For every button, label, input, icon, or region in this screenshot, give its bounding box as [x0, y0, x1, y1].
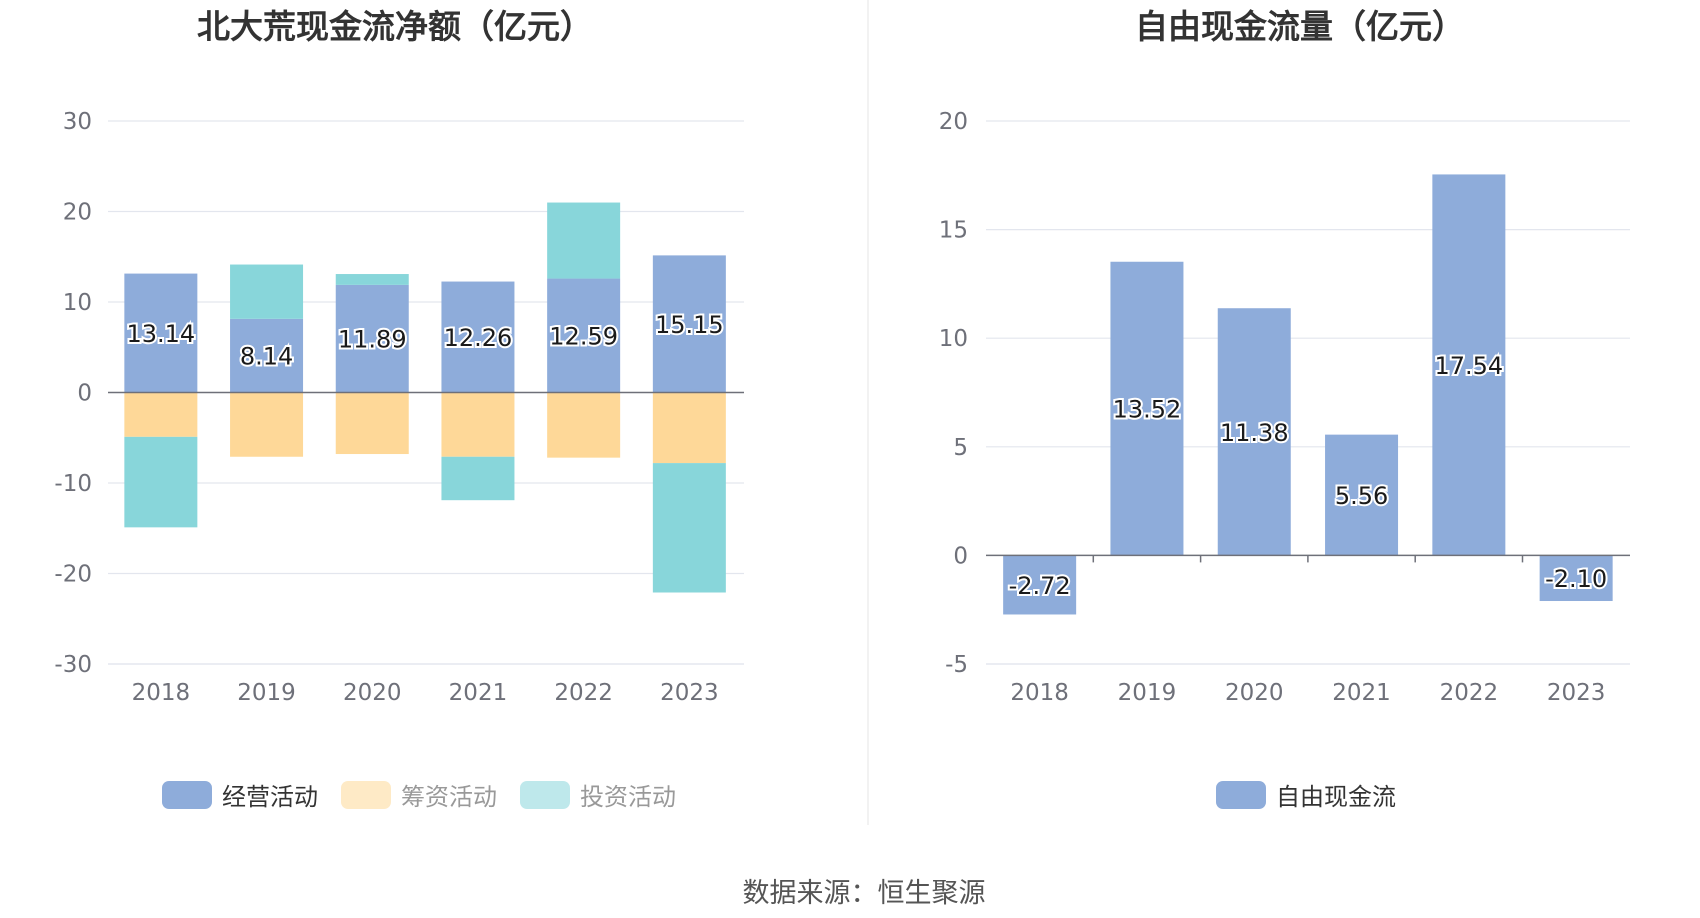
bar-投资活动: [547, 202, 621, 279]
data-label: 13.14: [126, 320, 195, 348]
free-cash-flow-chart: 自由现金流量（亿元） 20 15 10 5 0 -5 -2.72 13.52 11.38 5.56…: [939, 7, 1630, 811]
bar-经营活动: [441, 281, 515, 393]
bar-自由现金流: [1217, 308, 1291, 556]
x-tick-label: 2021: [449, 680, 508, 706]
bar-经营活动: [335, 284, 409, 393]
bar-投资活动: [441, 456, 515, 501]
bar-自由现金流: [1539, 555, 1613, 602]
left-chart-title: 北大荒现金流净额（亿元）: [197, 7, 593, 46]
data-label: 12.26: [444, 324, 513, 352]
data-label: 5.56: [1335, 482, 1388, 510]
legend-item-筹资活动: 筹资活动: [341, 781, 497, 811]
y-tick-label: -20: [54, 562, 92, 588]
data-label: 8.14: [240, 343, 293, 371]
x-tick-label: 2023: [660, 680, 719, 706]
right-chart-title: 自由现金流量（亿元）: [1135, 7, 1465, 46]
y-tick-label: 15: [939, 218, 968, 244]
bar-经营活动: [652, 255, 726, 393]
y-tick-label: 20: [63, 200, 92, 226]
y-tick-label: 5: [953, 435, 968, 461]
bar-筹资活动: [441, 392, 515, 457]
data-label: -2.72: [1009, 572, 1071, 600]
legend-label: 筹资活动: [401, 783, 497, 811]
bar-经营活动: [124, 273, 198, 393]
y-tick-label: 0: [953, 543, 968, 569]
x-tick-label: 2023: [1547, 680, 1606, 706]
x-tick-label: 2019: [237, 680, 296, 706]
bar-自由现金流: [1003, 555, 1077, 615]
data-label: -2.10: [1545, 565, 1607, 593]
y-tick-label: 10: [63, 290, 92, 316]
y-tick-label: -5: [945, 652, 968, 678]
bar-投资活动: [230, 264, 304, 319]
bar-经营活动: [230, 318, 304, 393]
bar-自由现金流: [1325, 434, 1399, 556]
bar-投资活动: [124, 436, 198, 528]
legend-label: 自由现金流: [1276, 783, 1396, 811]
x-tick-label: 2018: [1010, 680, 1069, 706]
x-tick-label: 2022: [554, 680, 613, 706]
legend-swatch: [341, 781, 391, 809]
legend-label: 投资活动: [580, 783, 676, 811]
bar-经营活动: [547, 278, 621, 393]
data-label: 15.15: [655, 311, 724, 339]
x-tick-label: 2020: [1225, 680, 1284, 706]
bar-筹资活动: [652, 392, 726, 464]
data-source-label: 数据来源：恒生聚源: [743, 878, 986, 909]
cash-flow-net-chart: 北大荒现金流净额（亿元） 30 20 10 0 -10 -20 -30 13.14 8.14 11…: [54, 7, 744, 811]
bar-自由现金流: [1432, 174, 1506, 556]
legend-swatch: [162, 781, 212, 809]
legend-swatch: [1216, 781, 1266, 809]
legend-item-经营活动: 经营活动: [162, 781, 318, 811]
data-label: 11.38: [1220, 419, 1289, 447]
x-tick-label: 2018: [132, 680, 191, 706]
y-tick-label: 30: [63, 109, 92, 135]
data-label: 11.89: [338, 326, 407, 354]
data-label: 17.54: [1434, 352, 1503, 380]
bar-投资活动: [652, 463, 726, 593]
bar-自由现金流: [1110, 261, 1184, 556]
x-tick-label: 2021: [1332, 680, 1391, 706]
data-label: 13.52: [1113, 396, 1182, 424]
legend-item-自由现金流: 自由现金流: [1216, 781, 1396, 811]
bar-筹资活动: [230, 392, 304, 457]
bar-筹资活动: [335, 392, 409, 455]
x-tick-label: 2020: [343, 680, 402, 706]
data-label: 12.59: [549, 323, 618, 351]
y-tick-label: 10: [939, 326, 968, 352]
bar-投资活动: [335, 274, 409, 285]
x-tick-label: 2022: [1440, 680, 1499, 706]
y-tick-label: -30: [54, 652, 92, 678]
bar-筹资活动: [124, 392, 198, 437]
bar-筹资活动: [547, 392, 621, 458]
y-tick-label: 20: [939, 109, 968, 135]
legend-swatch: [520, 781, 570, 809]
legend-item-投资活动: 投资活动: [520, 781, 676, 811]
y-tick-label: 0: [77, 381, 92, 407]
legend-label: 经营活动: [222, 783, 318, 811]
x-tick-label: 2019: [1118, 680, 1177, 706]
y-tick-label: -10: [54, 471, 92, 497]
